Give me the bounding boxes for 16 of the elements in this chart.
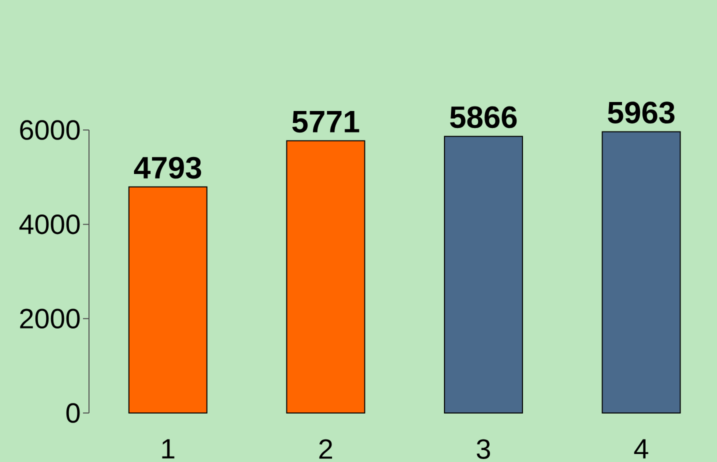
y-tick-label: 4000 — [19, 214, 80, 234]
data-label: 5963 — [608, 102, 674, 124]
bar — [444, 136, 523, 414]
bar — [602, 131, 681, 414]
data-label: 5866 — [450, 106, 517, 128]
x-tick-label: 4 — [634, 439, 648, 458]
y-tick-label: 6000 — [20, 120, 80, 140]
y-tick-label: 2000 — [20, 308, 80, 329]
data-label: 4793 — [134, 156, 202, 179]
bar — [286, 140, 366, 414]
x-tick-label: 2 — [319, 439, 332, 459]
data-label: 5771 — [292, 111, 360, 133]
x-tick-label: 3 — [476, 439, 490, 459]
bar — [128, 186, 208, 414]
y-tick-label: 0 — [66, 403, 80, 423]
x-tick-label: 1 — [162, 439, 174, 458]
